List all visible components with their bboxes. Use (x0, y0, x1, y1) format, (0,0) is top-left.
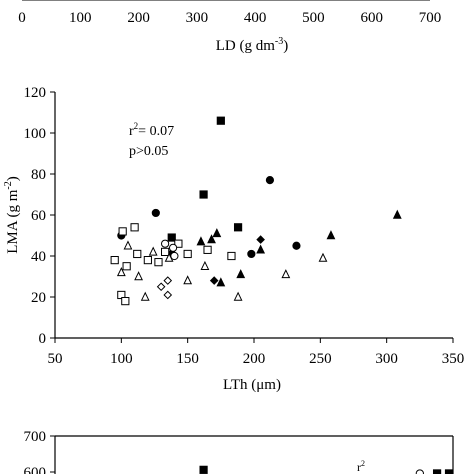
data-point-square-filled (233, 223, 243, 232)
top-x-tick-label: 300 (186, 10, 209, 26)
bottom-y-axis-ticks: 600 700 (24, 429, 55, 474)
data-point-triangle-open (200, 260, 210, 270)
data-point-triangle-filled (216, 277, 226, 287)
data-point-circle-filled (265, 176, 275, 185)
x-axis-label: LTh (μm) (223, 377, 281, 393)
y-tick-label: 120 (24, 85, 47, 101)
data-point-triangle-filled (212, 228, 222, 238)
data-point-square-open (110, 256, 119, 265)
y-axis-label: LMA (g m-2) (3, 176, 21, 254)
y-tick-label: 100 (24, 126, 47, 142)
data-point-square-open (154, 258, 163, 267)
data-point-diamond-filled (209, 276, 219, 285)
data-point-circle-open (168, 243, 178, 252)
data-point-square-open (183, 249, 192, 259)
data-point-circle-open (161, 239, 170, 248)
y-axis-ticks: 0 20 40 60 80 100 120 (24, 85, 55, 347)
top-x-tick-label: 0 (18, 10, 26, 26)
data-point-triangle-filled (256, 244, 266, 254)
data-point-triangle-filled (196, 236, 206, 246)
data-point-square-open (130, 223, 139, 232)
data-point-triangle-filled (326, 230, 336, 240)
data-point-square-filled (167, 233, 176, 242)
p-value-annotation: p>0.05 (129, 144, 168, 159)
data-point-circle-open (170, 251, 179, 261)
data-point-diamond-open (163, 276, 173, 285)
data-point-square-open (121, 297, 130, 306)
data-point-square-filled (216, 116, 225, 125)
x-tick-label: 350 (442, 351, 465, 367)
x-tick-label: 200 (243, 351, 266, 367)
data-point-diamond-filled (256, 235, 265, 244)
top-panel-x-tick-labels: 0 100 200 300 400 500 600 700 (18, 10, 441, 26)
data-point-square-open (143, 256, 152, 265)
x-tick-label: 250 (309, 351, 332, 367)
top-x-tick-label: 200 (127, 10, 150, 26)
top-panel: 0 100 200 300 400 500 600 700 LD (g dm-3) (18, 0, 441, 54)
bottom-data-point-square-filled (199, 465, 208, 474)
data-point-square-open (133, 249, 142, 259)
data-point-triangle-open (116, 267, 126, 277)
data-point-square-open (203, 245, 212, 254)
y-tick-label: 80 (31, 167, 46, 183)
y-tick-label: 20 (31, 290, 46, 306)
bottom-data-point-circle-open (415, 469, 424, 474)
data-point-square-open (227, 251, 236, 261)
data-point-triangle-open (281, 269, 291, 279)
bottom-y-tick-label: 600 (24, 465, 47, 474)
top-x-tick-label: 700 (419, 10, 442, 26)
top-x-tick-label: 600 (360, 10, 383, 26)
chart-bottom-partial: 600 700 r2 (24, 429, 454, 474)
bottom-data-points (199, 465, 454, 474)
x-axis-ticks: 50 100 150 200 250 300 350 (48, 338, 465, 367)
data-point-square-filled (199, 190, 208, 199)
data-point-triangle-open (148, 246, 158, 256)
data-point-triangle-filled (207, 234, 216, 244)
data-point-triangle-open (183, 275, 193, 285)
y-tick-label: 40 (31, 249, 46, 265)
data-point-circle-filled (292, 241, 301, 250)
data-point-circle-filled (151, 208, 160, 218)
x-tick-label: 100 (110, 351, 133, 367)
data-point-triangle-open (123, 240, 133, 250)
data-point-circle-filled (247, 249, 256, 259)
data-point-diamond-open (156, 282, 166, 292)
bottom-r-squared-annotation: r2 (357, 459, 365, 474)
data-point-square-open (118, 227, 127, 236)
data-point-triangle-filled (236, 269, 246, 279)
top-x-tick-label: 100 (69, 10, 92, 26)
data-point-triangle-open (318, 252, 328, 262)
data-point-triangle-open (134, 271, 143, 281)
top-x-tick-label: 500 (302, 10, 325, 26)
y-tick-label: 0 (39, 331, 47, 347)
x-tick-label: 150 (176, 351, 199, 367)
data-point-triangle-filled (392, 209, 402, 219)
x-tick-label: 300 (375, 351, 398, 367)
bottom-y-tick-label: 700 (24, 429, 47, 445)
data-points (110, 116, 402, 306)
data-point-diamond-open (163, 290, 173, 300)
top-x-tick-label: 400 (244, 10, 267, 26)
data-point-triangle-open (164, 252, 174, 262)
top-panel-x-axis-label: LD (g dm-3) (216, 36, 289, 54)
data-point-triangle-open (140, 291, 150, 301)
r-squared-annotation: r2= 0.07 (129, 121, 174, 139)
bottom-data-point-square-filled (444, 469, 454, 474)
data-point-square-open (122, 262, 131, 271)
data-point-square-open (161, 247, 170, 257)
bottom-data-point-square-filled (432, 469, 442, 474)
data-point-triangle-open (233, 291, 243, 301)
data-point-square-open (174, 239, 183, 248)
x-tick-label: 50 (48, 351, 63, 367)
y-tick-label: 60 (31, 208, 46, 224)
chart-lma-vs-lth: 0 20 40 60 80 100 120 50 100 150 200 250 300 350 LMA… (3, 85, 464, 393)
